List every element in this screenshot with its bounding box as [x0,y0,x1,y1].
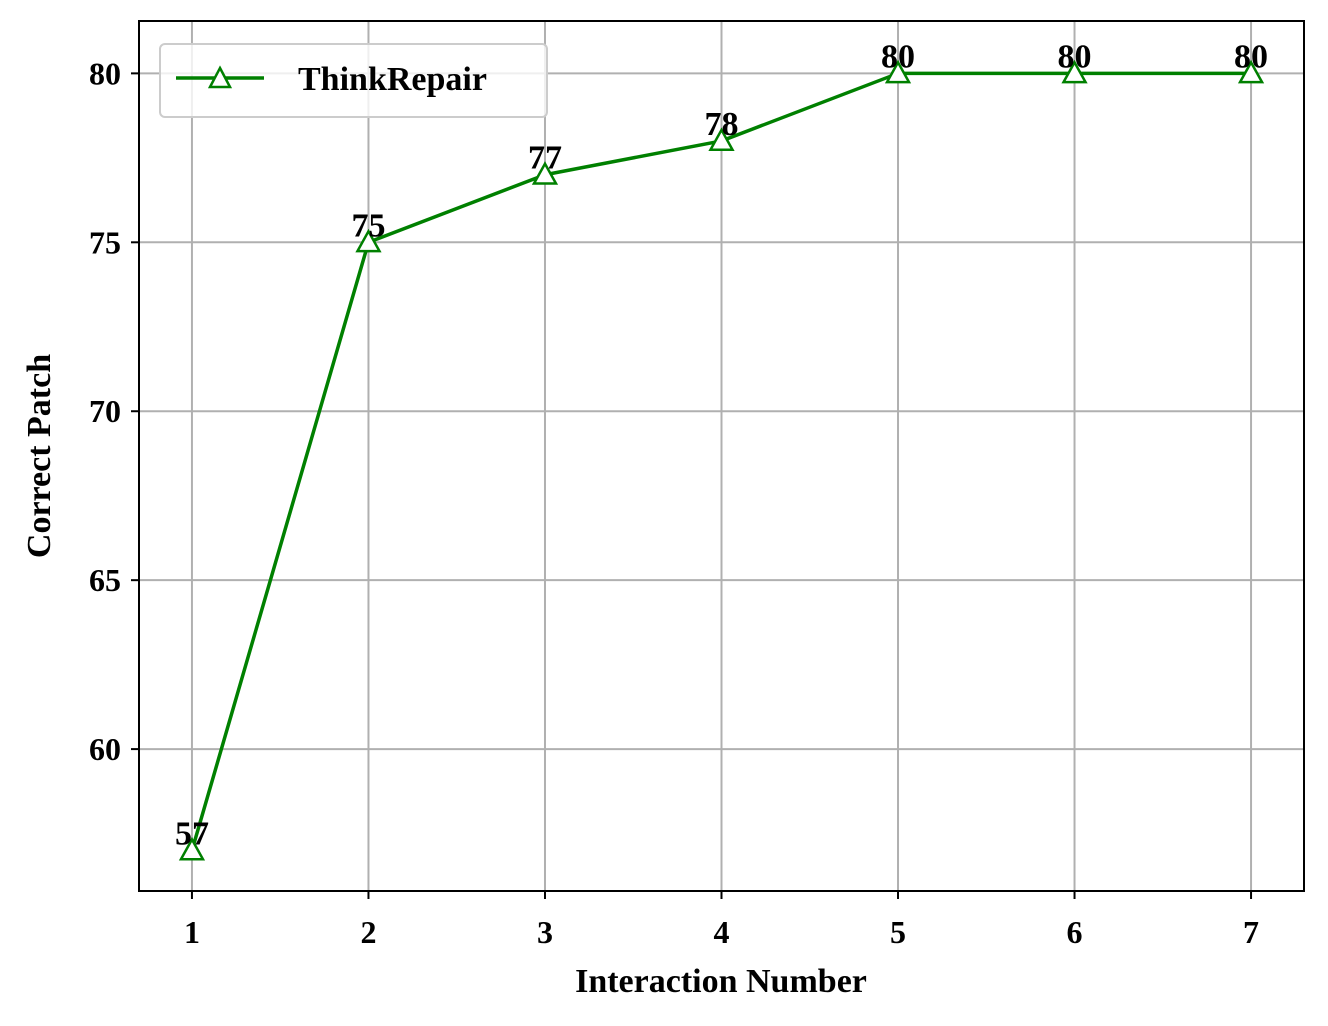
data-point-marker [708,127,735,151]
y-tick-label: 70 [89,393,121,429]
data-label: 77 [528,140,562,177]
data-point-marker [531,161,559,185]
data-label: 80 [1058,38,1092,75]
x-axis-label: Interaction Number [575,963,867,1000]
data-point-marker [1061,59,1088,84]
data-label: 57 [175,815,209,852]
x-tick-label: 5 [890,914,906,950]
x-tick-label: 6 [1067,914,1083,950]
y-axis: 60 65 70 75 80 [89,55,139,767]
y-tick-label: 75 [89,224,121,260]
data-point-marker [178,836,206,861]
data-point-marker [884,59,912,84]
x-tick-label: 2 [360,914,376,950]
legend-triangle-marker-icon [207,65,233,89]
x-tick-label: 7 [1243,914,1259,950]
series-layer [178,59,1265,861]
data-label: 80 [881,38,915,75]
y-tick-label: 65 [89,562,121,598]
data-label: 80 [1234,38,1268,75]
legend-box [159,43,548,118]
x-axis: 1 2 3 4 5 6 7 [184,891,1259,950]
data-point-marker [355,228,382,253]
legend: ThinkRepair [159,43,548,118]
y-tick-label: 60 [89,731,121,767]
data-label: 75 [351,207,385,244]
data-point-marker [1237,59,1265,84]
y-axis-label: Correct Patch [21,354,58,558]
data-label: 78 [705,106,739,143]
data-labels: 57 75 77 78 80 80 80 [175,38,1268,852]
x-tick-label: 3 [537,914,553,950]
grid-lines [139,21,1304,891]
y-tick-label: 80 [89,55,121,91]
legend-label: ThinkRepair [298,61,487,98]
x-tick-label: 1 [184,914,200,950]
x-tick-label: 4 [714,914,730,950]
